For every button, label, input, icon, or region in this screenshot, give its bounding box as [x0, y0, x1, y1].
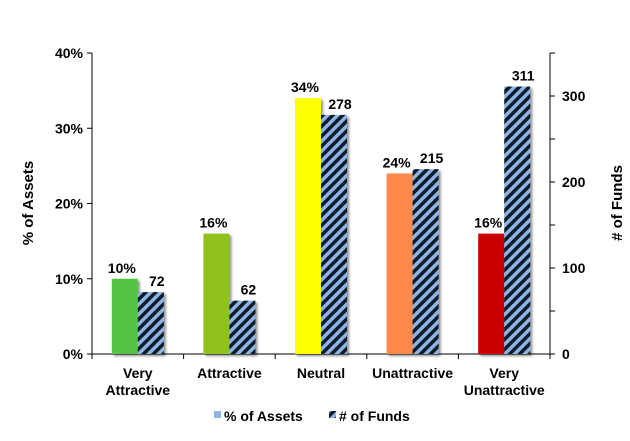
y2-tick-label: 300 — [562, 88, 586, 104]
data-label-funds: 62 — [241, 282, 257, 298]
bar-funds — [412, 169, 439, 354]
data-label-funds: 72 — [149, 273, 165, 289]
legend-label-funds: # of Funds — [339, 408, 410, 424]
category-label-line: Unattractive — [464, 382, 545, 398]
data-labels: 10% 72 16% 62 34% 278 24% 215 16% 311 — [108, 68, 535, 298]
y2-tick-label: 100 — [562, 260, 586, 276]
category-label: Neutral — [297, 365, 345, 381]
data-label-assets: 16% — [474, 215, 503, 231]
legend-label-assets: % of Assets — [224, 408, 303, 424]
category-label-line: Unattractive — [372, 365, 453, 381]
bar-assets — [295, 98, 321, 355]
y2-axis-title: # of Funds — [609, 165, 626, 241]
y2-tick-label: 200 — [562, 174, 586, 190]
data-label-funds: 278 — [328, 96, 352, 112]
data-label-funds: 311 — [512, 68, 535, 84]
category-label: Unattractive — [372, 365, 453, 381]
bar-assets — [111, 278, 138, 354]
bar-funds — [504, 86, 531, 354]
data-label-assets: 16% — [199, 215, 228, 231]
category-label-line: Very — [123, 365, 153, 381]
category-label-line: Attractive — [106, 382, 171, 398]
bar-funds — [137, 292, 164, 354]
category-label: Attractive — [197, 365, 262, 381]
y-tick-label: 20% — [55, 196, 84, 212]
category-label: Very Attractive — [106, 365, 171, 398]
category-label-line: Neutral — [297, 365, 345, 381]
data-label-funds: 215 — [420, 150, 444, 166]
data-label-assets: 34% — [291, 79, 320, 95]
bar-assets — [386, 173, 413, 354]
bar-assets — [478, 233, 505, 354]
y-tick-label: 40% — [55, 45, 84, 61]
bars — [111, 86, 531, 355]
data-label-assets: 10% — [108, 260, 137, 276]
legend-swatch-funds — [329, 411, 336, 418]
legend: % of Assets # of Funds — [214, 408, 410, 424]
data-label-assets: 24% — [383, 154, 412, 170]
tick-labels: 0% 10% 20% 30% 40% 0 100 200 300 — [55, 45, 586, 362]
category-label: Very Unattractive — [464, 365, 545, 398]
y-tick-label: 0% — [63, 346, 84, 362]
legend-swatch-assets — [214, 411, 221, 418]
bar-funds — [321, 114, 347, 354]
y-axis-title: % of Assets — [20, 161, 37, 245]
category-label-line: Very — [489, 365, 519, 381]
y2-tick-label: 0 — [562, 346, 570, 362]
y-tick-label: 10% — [55, 271, 84, 287]
y-tick-label: 30% — [55, 120, 84, 136]
bar-funds — [229, 300, 256, 354]
bar-assets — [203, 233, 230, 354]
category-label-line: Attractive — [197, 365, 262, 381]
